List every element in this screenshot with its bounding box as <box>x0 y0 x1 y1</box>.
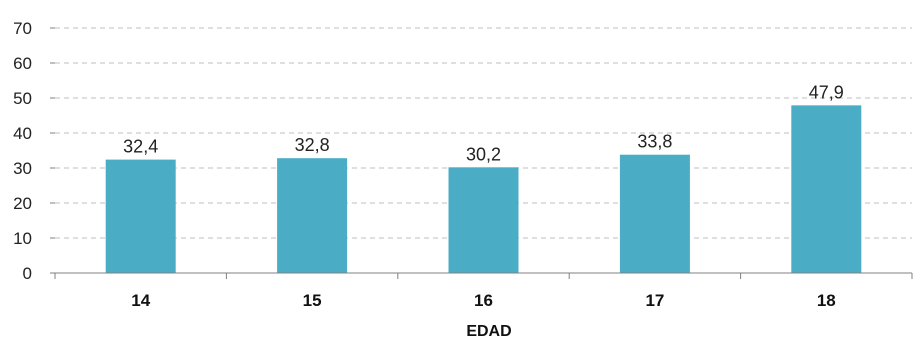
bar <box>448 167 519 273</box>
x-tick-label: 17 <box>645 291 664 310</box>
gridlines <box>55 27 912 239</box>
data-label: 47,9 <box>809 82 844 102</box>
y-tick-label: 30 <box>13 159 32 178</box>
data-label: 33,8 <box>637 132 672 152</box>
data-label: 32,8 <box>295 135 330 155</box>
x-tick-label: 14 <box>131 291 150 310</box>
y-tick-label: 10 <box>13 229 32 248</box>
y-tick-label: 70 <box>13 19 32 38</box>
bar <box>619 154 690 273</box>
y-tick-label: 50 <box>13 89 32 108</box>
bar <box>791 105 862 273</box>
y-axis-ticks: 0 10 20 30 40 50 60 70 <box>13 19 55 283</box>
x-tick-label: 18 <box>817 291 836 310</box>
x-tick-label: 16 <box>474 291 493 310</box>
data-label: 32,4 <box>123 137 158 157</box>
bars: 32,4 32,8 30,2 33,8 47,9 <box>105 82 862 273</box>
x-axis-title: EDAD <box>466 323 511 340</box>
bar <box>105 159 176 273</box>
y-tick-label: 40 <box>13 124 32 143</box>
data-label: 30,2 <box>466 144 501 164</box>
y-tick-label: 60 <box>13 54 32 73</box>
x-tick-label: 15 <box>303 291 322 310</box>
bar <box>277 158 348 273</box>
y-tick-label: 0 <box>23 264 32 283</box>
y-tick-label: 20 <box>13 194 32 213</box>
x-axis: 14 15 16 17 18 <box>54 272 913 310</box>
